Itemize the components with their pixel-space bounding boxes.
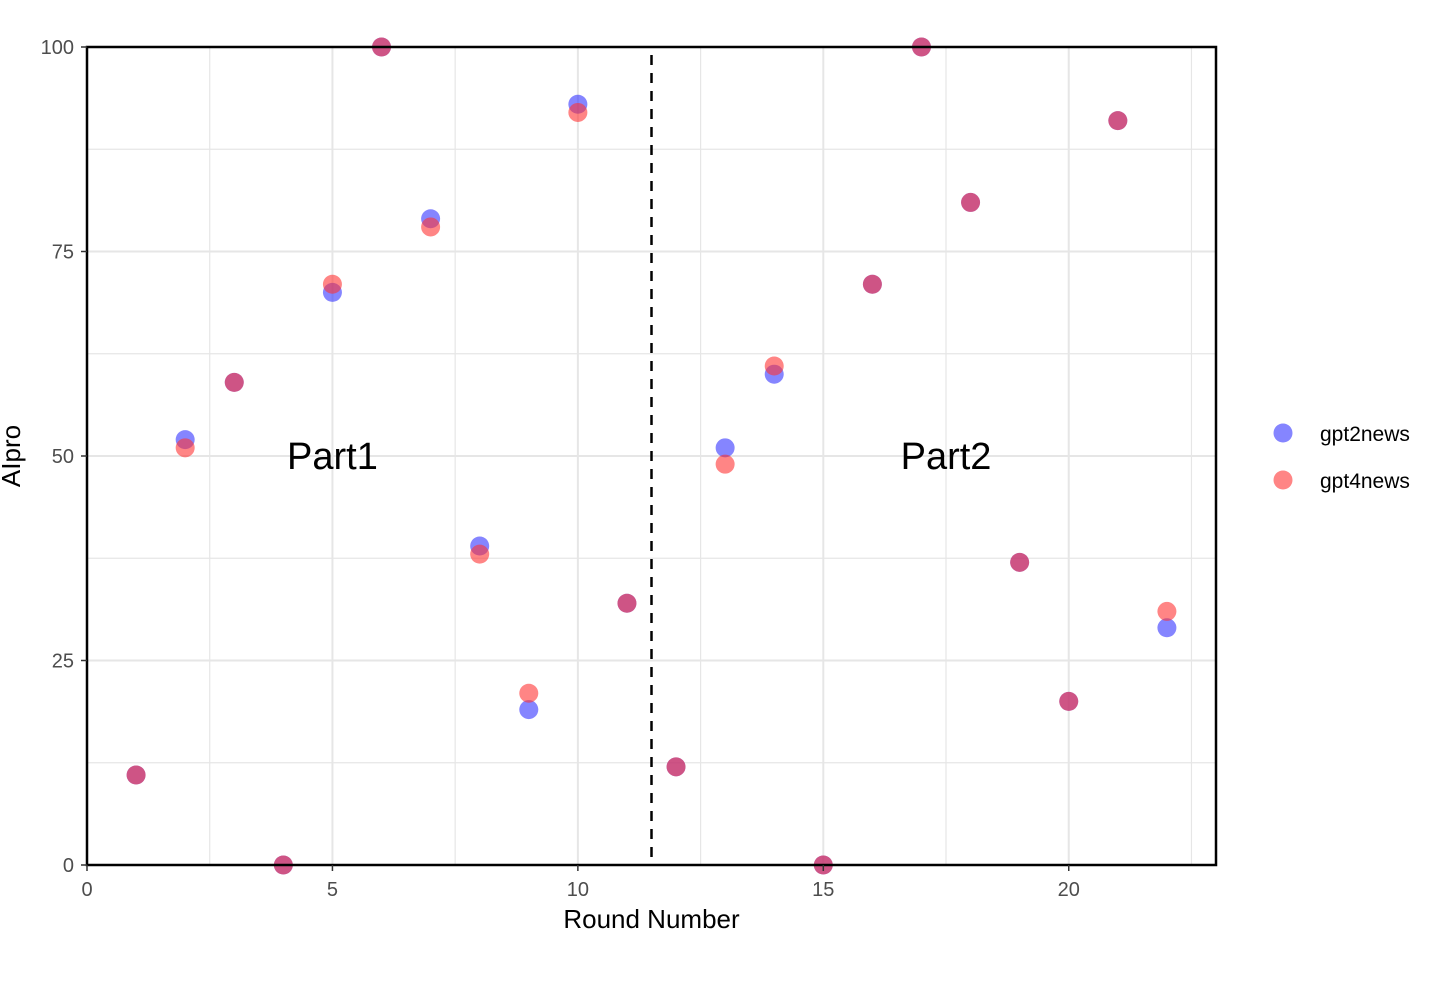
point-gpt4news	[470, 544, 490, 564]
point-gpt4news	[224, 372, 244, 392]
legend: gpt2news gpt4news	[1273, 423, 1410, 493]
axis-ticks: 0 5 10 15 20 0 25 50 75 100	[41, 37, 1080, 901]
point-gpt4news	[617, 593, 637, 613]
point-gpt4news	[1157, 601, 1177, 621]
x-tick-label: 10	[567, 879, 589, 901]
point-gpt4news	[519, 683, 539, 703]
point-gpt4news	[126, 765, 146, 785]
data-points	[126, 37, 1177, 875]
point-gpt4news	[715, 454, 735, 474]
point-gpt4news	[1108, 111, 1128, 131]
point-gpt4news	[568, 102, 588, 122]
point-gpt4news	[1010, 552, 1030, 572]
x-tick-label: 5	[327, 879, 338, 901]
point-gpt4news	[961, 192, 981, 212]
point-gpt4news	[1059, 691, 1079, 711]
legend-label-gpt2news: gpt2news	[1320, 423, 1410, 446]
y-tick-label: 50	[52, 446, 74, 468]
x-tick-label: 20	[1058, 879, 1080, 901]
point-gpt4news	[764, 356, 784, 376]
point-gpt4news	[175, 438, 195, 458]
legend-label-gpt4news: gpt4news	[1320, 470, 1410, 493]
legend-key-gpt2news	[1273, 423, 1293, 443]
point-gpt4news	[322, 274, 342, 294]
y-axis-title: AIpro	[0, 425, 26, 487]
point-gpt2news	[1157, 618, 1177, 638]
point-gpt4news	[421, 217, 441, 237]
legend-key-gpt4news	[1273, 470, 1293, 490]
point-gpt2news	[715, 438, 735, 458]
x-axis-title: Round Number	[563, 904, 740, 934]
annotation-label: Part2	[901, 436, 992, 478]
x-tick-label: 15	[812, 879, 834, 901]
y-tick-label: 100	[41, 37, 74, 59]
y-tick-label: 0	[63, 855, 74, 877]
x-tick-label: 0	[81, 879, 92, 901]
annotation-label: Part1	[287, 436, 378, 478]
y-tick-label: 75	[52, 242, 74, 264]
y-tick-label: 25	[52, 651, 74, 673]
point-gpt2news	[519, 700, 539, 720]
annotations: Part1 Part2	[287, 436, 991, 478]
point-gpt4news	[862, 274, 882, 294]
point-gpt4news	[666, 757, 686, 777]
